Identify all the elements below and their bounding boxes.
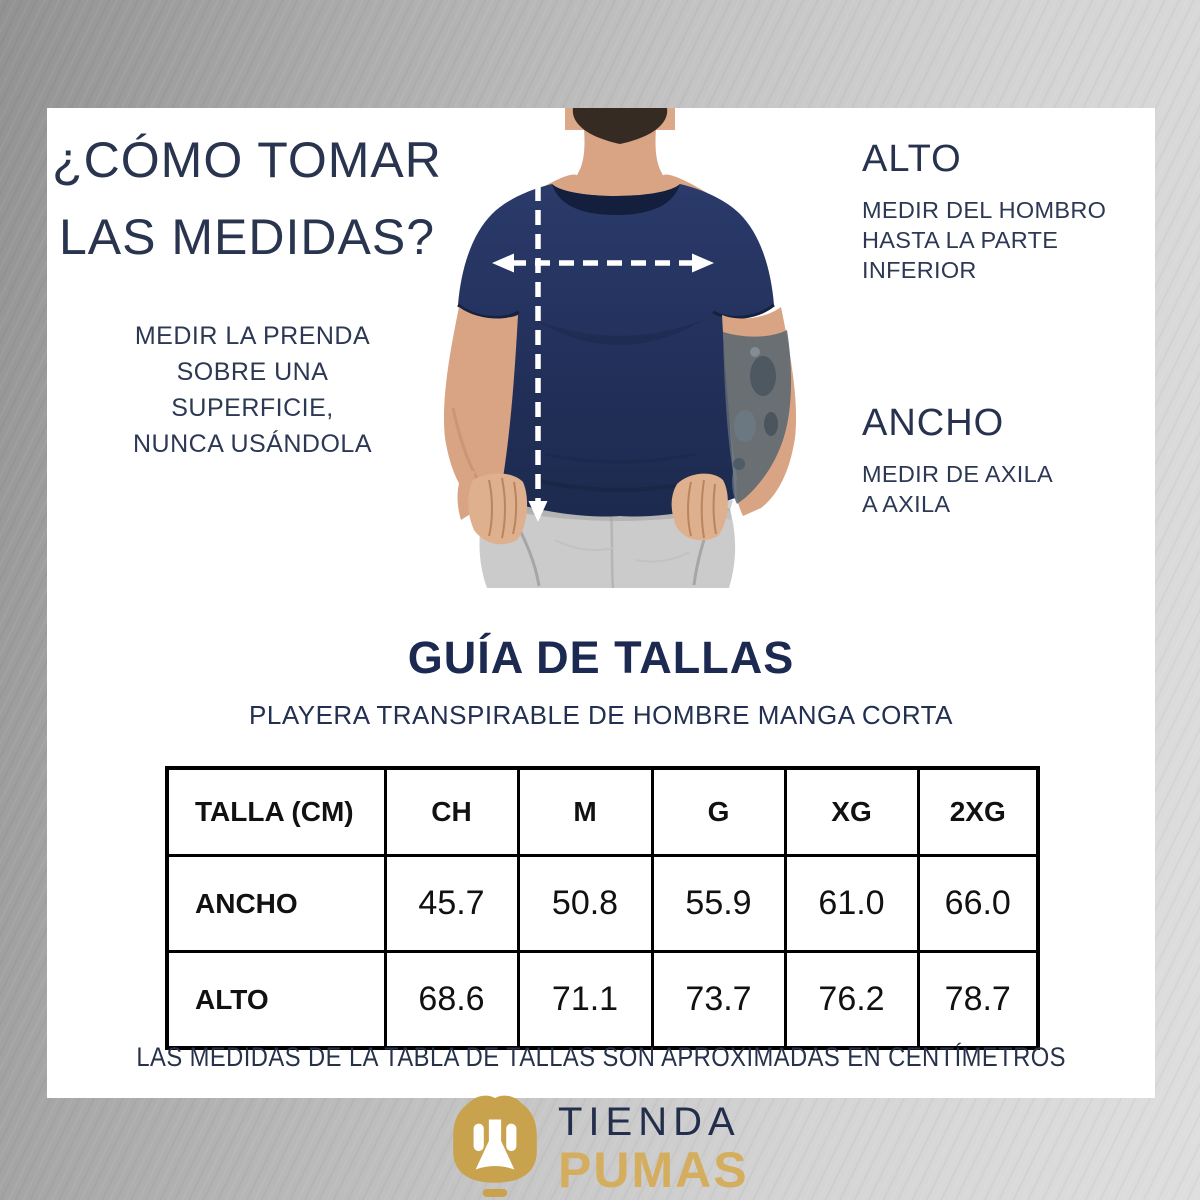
ancho-title: ANCHO	[862, 402, 1005, 444]
size-guide-subtitle: PLAYERA TRANSPIRABLE DE HOMBRE MANGA COR…	[249, 700, 953, 730]
table-header-row: TALLA (CM) CH M G XG 2XG	[165, 766, 1040, 857]
row-label: ALTO	[165, 950, 387, 1050]
ancho-measure-arrow	[492, 253, 714, 273]
headline: ¿CÓMO TOMAR LAS MEDIDAS?	[40, 122, 454, 276]
size-guide-title: GUÍA DE TALLAS	[407, 632, 795, 683]
brand-wordmark: TIENDA PUMAS	[558, 1100, 749, 1196]
brand-name-pumas: PUMAS	[558, 1142, 749, 1198]
model-photo	[443, 108, 797, 588]
table-row-ancho: ANCHO 45.7 50.8 55.9 61.0 66.0	[165, 854, 1040, 953]
measure-note: MEDIR LA PRENDA SOBRE UNA SUPERFICIE, NU…	[133, 322, 372, 458]
table-row-alto: ALTO 68.6 71.1 73.7 76.2 78.7	[165, 950, 1040, 1050]
headline-line: LAS MEDIDAS?	[58, 209, 435, 265]
alto-instruction: ALTO MEDIR DEL HOMBRO HASTA LA PARTE INF…	[862, 138, 1112, 285]
header-m: M	[516, 766, 654, 857]
headline-line: ¿CÓMO TOMAR	[52, 132, 442, 188]
beard	[572, 108, 668, 144]
header-xg: XG	[783, 766, 920, 857]
right-tattooed-arm	[671, 307, 797, 541]
brand-name-tienda: TIENDA	[558, 1100, 741, 1144]
header-2xg: 2XG	[916, 766, 1040, 857]
header-talla: TALLA (CM)	[165, 766, 387, 857]
left-arm	[443, 307, 528, 545]
pumas-logo-icon	[453, 1095, 537, 1197]
header-ch: CH	[383, 766, 520, 857]
header-g: G	[650, 766, 787, 857]
size-table: TALLA (CM) CH M G XG 2XG ANCHO 45.7 50.8…	[165, 766, 1040, 1050]
table-footnote: LAS MEDIDAS DE LA TABLA DE TALLAS SON AP…	[136, 1042, 1066, 1072]
alto-measure-arrow	[528, 144, 548, 522]
alto-title: ALTO	[862, 138, 962, 180]
row-label: ANCHO	[165, 854, 387, 953]
ancho-instruction: ANCHO MEDIR DE AXILA A AXILA	[862, 402, 1112, 519]
